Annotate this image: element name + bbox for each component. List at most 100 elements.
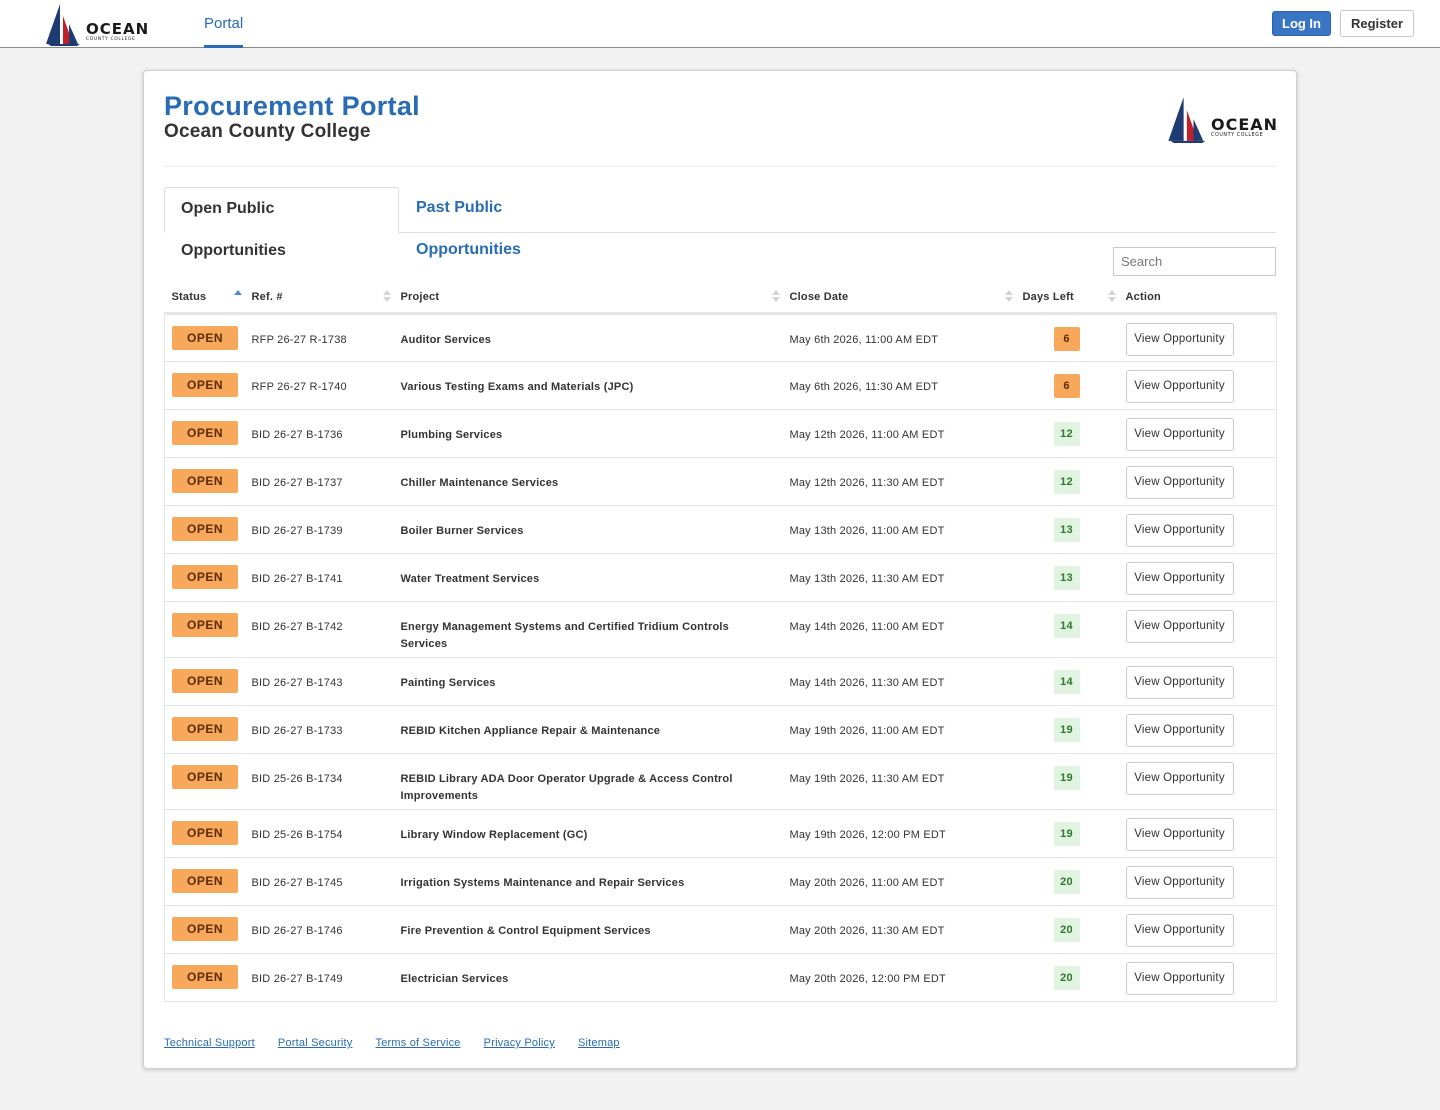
view-opportunity-button[interactable]: View Opportunity — [1125, 418, 1234, 451]
status-badge: OPEN — [172, 517, 238, 541]
sort-icon — [1107, 290, 1116, 302]
login-button[interactable]: Log In — [1272, 11, 1331, 36]
sort-icon — [1004, 290, 1013, 302]
status-badge: OPEN — [172, 613, 238, 637]
days-left-badge: 13 — [1053, 518, 1080, 542]
opportunities-table: Status Ref. # Project Close Date Days Le… — [164, 281, 1277, 1002]
close-date: May 14th 2026, 11:30 AM EDT — [789, 677, 945, 689]
view-opportunity-button[interactable]: View Opportunity — [1125, 666, 1234, 699]
view-opportunity-button[interactable]: View Opportunity — [1125, 962, 1234, 995]
view-opportunity-button[interactable]: View Opportunity — [1125, 866, 1234, 899]
footer-link-portal-security[interactable]: Portal Security — [277, 1037, 353, 1049]
register-button[interactable]: Register — [1340, 10, 1414, 37]
view-opportunity-button[interactable]: View Opportunity — [1125, 370, 1234, 403]
days-left-badge: 6 — [1053, 327, 1080, 351]
view-opportunity-button[interactable]: View Opportunity — [1125, 818, 1234, 851]
view-opportunity-button[interactable]: View Opportunity — [1125, 914, 1234, 947]
column-header-action: Action — [1118, 281, 1277, 315]
close-date: May 20th 2026, 11:00 AM EDT — [789, 877, 945, 889]
column-header-days-left[interactable]: Days Left — [1015, 281, 1119, 315]
table-row: OPEN BID 25-26 B-1734 REBID Library ADA … — [164, 753, 1277, 810]
status-badge: OPEN — [172, 869, 238, 893]
view-opportunity-button[interactable]: View Opportunity — [1125, 514, 1234, 547]
status-badge: OPEN — [172, 965, 238, 989]
tab-past-opportunities[interactable]: Past Public Opportunities — [416, 199, 521, 258]
nav-portal-link[interactable]: Portal — [204, 0, 244, 48]
opportunity-tabs: Open Public Opportunities Past Public Op… — [164, 187, 1276, 259]
project-name: Chiller Maintenance Services — [400, 477, 559, 489]
project-name: Library Window Replacement (GC) — [400, 829, 588, 841]
table-row: OPEN BID 26-27 B-1743 Painting Services … — [164, 657, 1277, 706]
table-header-row: Status Ref. # Project Close Date Days Le… — [164, 281, 1277, 315]
sort-asc-icon — [233, 290, 242, 302]
close-date: May 14th 2026, 11:00 AM EDT — [789, 621, 945, 633]
ref-number: BID 26-27 B-1746 — [251, 925, 343, 937]
tab-open-opportunities[interactable]: Open Public Opportunities — [164, 187, 399, 259]
ref-number: BID 26-27 B-1737 — [251, 477, 343, 489]
brand-text: OCEAN COUNTY COLLEGE — [1211, 117, 1278, 139]
status-badge: OPEN — [172, 469, 238, 493]
status-badge: OPEN — [172, 326, 238, 350]
days-left-badge: 13 — [1053, 566, 1080, 590]
close-date: May 6th 2026, 11:00 AM EDT — [789, 334, 939, 346]
close-date: May 13th 2026, 11:00 AM EDT — [789, 525, 945, 537]
column-header-project[interactable]: Project — [393, 281, 783, 315]
view-opportunity-button[interactable]: View Opportunity — [1125, 762, 1234, 795]
project-name: Plumbing Services — [400, 429, 503, 441]
ref-number: BID 26-27 B-1743 — [251, 677, 343, 689]
table-row: OPEN BID 26-27 B-1749 Electrician Servic… — [164, 953, 1277, 1002]
view-opportunity-button[interactable]: View Opportunity — [1125, 466, 1234, 499]
portal-card: Procurement Portal Ocean County College … — [143, 70, 1297, 1069]
ref-number: RFP 26-27 R-1740 — [251, 381, 347, 393]
brand-subword: COUNTY COLLEGE — [1211, 133, 1264, 138]
status-badge: OPEN — [172, 373, 238, 397]
close-date: May 20th 2026, 12:00 PM EDT — [789, 973, 946, 985]
status-badge: OPEN — [172, 917, 238, 941]
column-header-status[interactable]: Status — [164, 281, 245, 315]
brand-word: OCEAN — [86, 20, 150, 38]
project-name: Various Testing Exams and Materials (JPC… — [400, 381, 634, 393]
table-row: OPEN BID 26-27 B-1736 Plumbing Services … — [164, 409, 1277, 458]
table-row: OPEN RFP 26-27 R-1740 Various Testing Ex… — [164, 361, 1277, 410]
ref-number: RFP 26-27 R-1738 — [251, 334, 347, 346]
project-name: REBID Kitchen Appliance Repair & Mainten… — [400, 725, 661, 737]
status-badge: OPEN — [172, 565, 238, 589]
view-opportunity-button[interactable]: View Opportunity — [1125, 323, 1234, 356]
project-name: Water Treatment Services — [400, 573, 540, 585]
page-subtitle: Ocean County College — [164, 121, 371, 142]
days-left-badge: 20 — [1053, 966, 1080, 990]
table-row: OPEN BID 26-27 B-1746 Fire Prevention & … — [164, 905, 1277, 954]
ref-number: BID 26-27 B-1745 — [251, 877, 343, 889]
sail-logo-icon — [1168, 97, 1206, 143]
ref-number: BID 26-27 B-1739 — [251, 525, 343, 537]
close-date: May 19th 2026, 12:00 PM EDT — [789, 829, 946, 841]
view-opportunity-button[interactable]: View Opportunity — [1125, 562, 1234, 595]
table-row: OPEN BID 26-27 B-1745 Irrigation Systems… — [164, 857, 1277, 906]
days-left-badge: 6 — [1053, 374, 1080, 398]
view-opportunity-button[interactable]: View Opportunity — [1125, 714, 1234, 747]
footer-link-technical-support[interactable]: Technical Support — [164, 1037, 255, 1049]
close-date: May 6th 2026, 11:30 AM EDT — [789, 381, 939, 393]
ocean-logo[interactable]: OCEAN COUNTY COLLEGE — [44, 2, 154, 46]
search-input[interactable] — [1113, 247, 1276, 276]
view-opportunity-button[interactable]: View Opportunity — [1125, 610, 1234, 643]
project-name: Boiler Burner Services — [400, 525, 524, 537]
days-left-badge: 12 — [1053, 422, 1080, 446]
days-left-badge: 20 — [1053, 918, 1080, 942]
status-badge: OPEN — [172, 765, 238, 789]
column-header-close-date[interactable]: Close Date — [782, 281, 1016, 315]
project-name: Energy Management Systems and Certified … — [400, 621, 729, 650]
brand-text: OCEAN COUNTY COLLEGE — [86, 22, 149, 43]
footer-link-terms-of-service[interactable]: Terms of Service — [375, 1037, 461, 1049]
ref-number: BID 25-26 B-1754 — [251, 829, 343, 841]
days-left-badge: 19 — [1053, 718, 1080, 742]
status-badge: OPEN — [172, 669, 238, 693]
sail-logo-icon — [46, 4, 80, 46]
footer-link-privacy-policy[interactable]: Privacy Policy — [483, 1037, 555, 1049]
days-left-badge: 14 — [1053, 670, 1080, 694]
close-date: May 20th 2026, 11:30 AM EDT — [789, 925, 945, 937]
column-header-ref[interactable]: Ref. # — [244, 281, 394, 315]
ref-number: BID 26-27 B-1749 — [251, 973, 343, 985]
footer-link-sitemap[interactable]: Sitemap — [578, 1037, 620, 1049]
close-date: May 19th 2026, 11:00 AM EDT — [789, 725, 945, 737]
